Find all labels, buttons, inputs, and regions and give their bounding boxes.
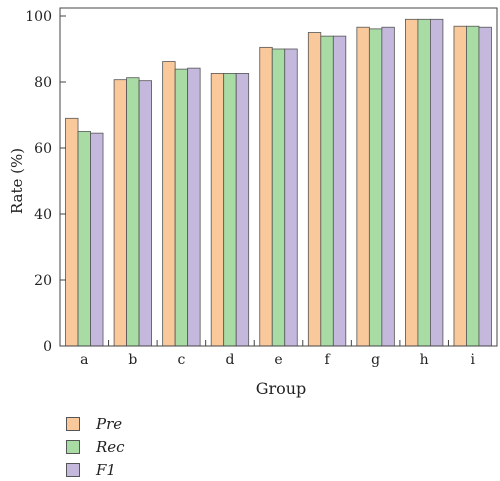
bar-f1-d <box>235 73 250 347</box>
x-tick-label: a <box>80 352 88 368</box>
legend-label-f1: F1 <box>96 460 116 479</box>
legend-item-f1: F1 <box>66 458 125 481</box>
bars-layer <box>65 18 492 347</box>
legend-item-rec: Rec <box>66 435 125 458</box>
bar-pre-h <box>405 18 419 347</box>
bar-rec-d <box>223 73 237 347</box>
x-tick-label: i <box>470 352 475 368</box>
bar-f1-h <box>430 18 444 347</box>
bar-pre-a <box>65 117 79 347</box>
y-tick-label: 40 <box>34 207 52 223</box>
legend-swatch-rec <box>66 439 80 454</box>
y-axis-label: Rate (%) <box>8 148 26 214</box>
bar-pre-b <box>113 79 127 347</box>
y-tick-label: 60 <box>34 141 52 157</box>
bar-rec-f <box>320 35 334 347</box>
bar-f1-b <box>138 80 152 347</box>
x-axis-label: Group <box>256 379 307 398</box>
bar-rec-b <box>126 77 140 347</box>
legend: Pre Rec F1 <box>66 412 125 481</box>
bar-rec-c <box>174 68 189 347</box>
bar-pre-g <box>356 26 370 347</box>
bar-rec-i <box>466 25 480 347</box>
legend-swatch-pre <box>66 416 80 431</box>
x-tick-label: f <box>324 352 331 368</box>
x-tick-label: c <box>177 352 185 368</box>
bar-f1-e <box>284 48 298 347</box>
x-tick-label: g <box>371 352 380 368</box>
bar-pre-i <box>453 25 467 347</box>
bar-rec-a <box>77 131 91 347</box>
plot-frame <box>59 7 498 347</box>
x-tick-label: e <box>274 352 282 368</box>
bar-pre-c <box>162 61 176 347</box>
bar-f1-a <box>90 132 104 347</box>
bar-rec-h <box>417 18 431 347</box>
y-tick-label: 100 <box>25 9 52 25</box>
legend-label-rec: Rec <box>96 437 125 456</box>
bar-f1-g <box>381 26 395 347</box>
x-tick-label: d <box>225 352 234 368</box>
y-tick-label: 0 <box>43 339 52 355</box>
bar-pre-f <box>307 32 322 347</box>
legend-item-pre: Pre <box>66 412 125 435</box>
axes-layer: 0 20 40 60 80 100 a b c d e f g h i <box>25 7 498 368</box>
y-tick-label: 80 <box>34 75 52 91</box>
legend-swatch-f1 <box>66 462 80 477</box>
bar-f1-i <box>478 26 492 347</box>
bar-pre-d <box>210 73 225 347</box>
legend-label-pre: Pre <box>96 414 123 433</box>
bar-pre-e <box>259 46 273 347</box>
y-tick-label: 20 <box>34 273 52 289</box>
x-tick-label: b <box>128 352 137 368</box>
bar-rec-g <box>368 28 383 347</box>
bar-f1-f <box>332 35 347 347</box>
bar-f1-c <box>187 67 201 347</box>
x-tick-label: h <box>420 352 429 368</box>
bar-rec-e <box>271 48 286 347</box>
